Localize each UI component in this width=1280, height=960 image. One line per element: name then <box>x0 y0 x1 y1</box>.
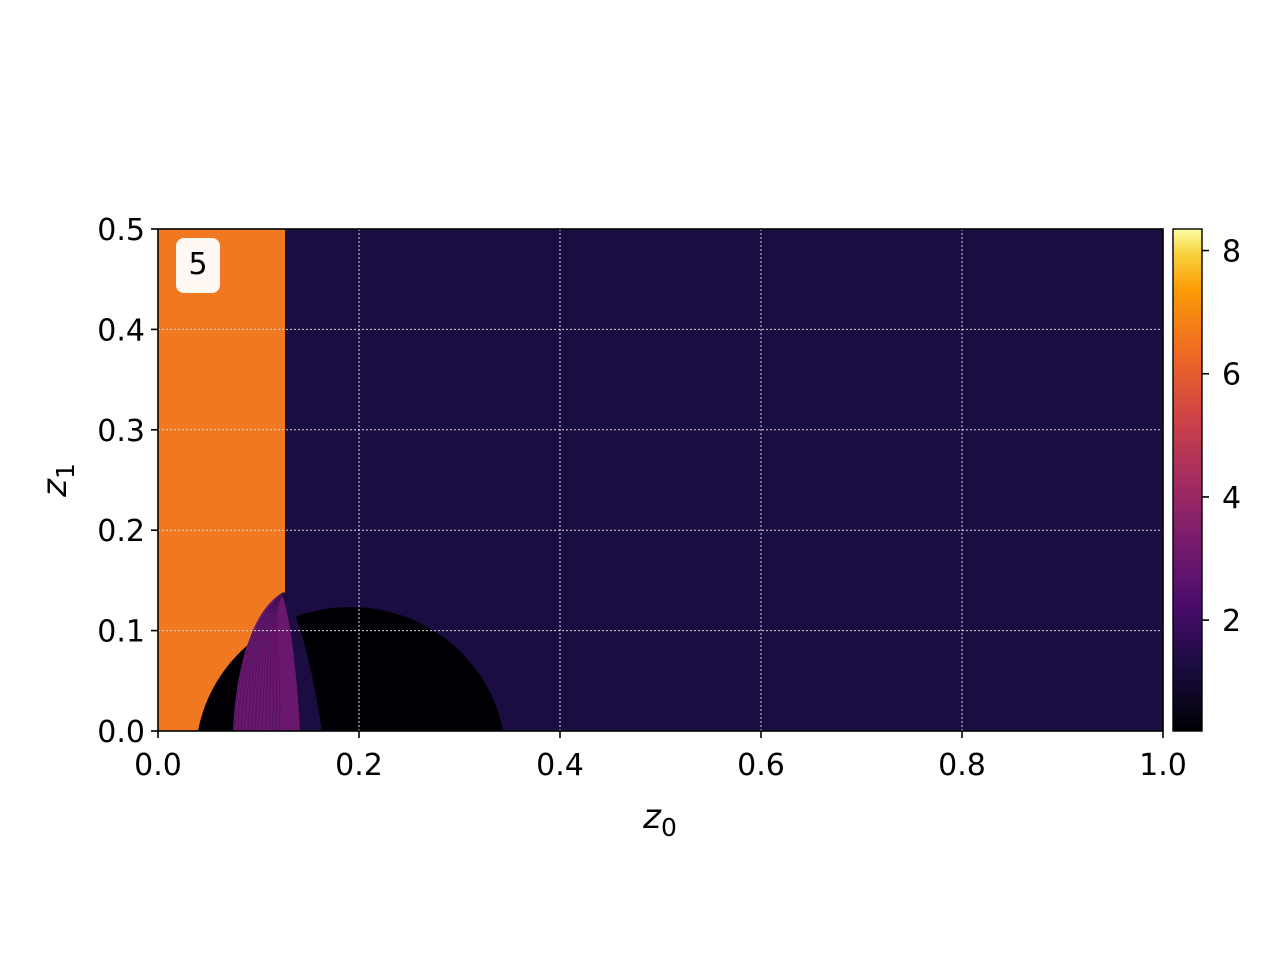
x-tick-label: 0.0 <box>134 748 182 783</box>
y-tick-label: 0.5 <box>97 213 145 248</box>
y-axis-label: z1 <box>35 463 80 498</box>
x-axis-label: z0 <box>642 797 677 842</box>
plot-area <box>158 229 1163 731</box>
x-tick-label: 0.8 <box>938 748 986 783</box>
region-purple-lens <box>233 594 300 731</box>
y-tick-label: 0.1 <box>97 615 145 650</box>
y-tick-label: 0.4 <box>97 313 145 348</box>
y-axis-label-sub: 1 <box>51 463 80 479</box>
colorbar-tick-label: 2 <box>1222 604 1241 639</box>
y-tick-label: 0.0 <box>97 715 145 750</box>
lens-contour <box>276 594 284 731</box>
colorbar-tick-label: 4 <box>1222 481 1241 516</box>
x-axis-label-main: z <box>642 797 662 837</box>
x-axis-label-sub: 0 <box>661 813 677 842</box>
y-axis-ticks: 0.0 0.1 0.2 0.3 0.4 0.5 <box>97 213 158 750</box>
x-tick-label: 1.0 <box>1139 748 1187 783</box>
colorbar <box>1172 228 1203 732</box>
y-tick-label: 0.3 <box>97 414 145 449</box>
y-tick-label: 0.2 <box>97 514 145 549</box>
x-tick-label: 0.6 <box>737 748 785 783</box>
x-axis-ticks: 0.0 0.2 0.4 0.6 0.8 1.0 <box>134 731 1187 783</box>
x-tick-label: 0.2 <box>335 748 383 783</box>
grid-lines <box>158 229 1163 731</box>
panel-label: 5 <box>188 247 207 282</box>
axes-frame <box>157 228 1164 732</box>
y-axis-label-main: z <box>35 478 75 498</box>
colorbar-tick-label: 6 <box>1222 358 1241 393</box>
lens-contour-lines <box>233 594 284 731</box>
colorbar-tick-label: 8 <box>1222 235 1241 270</box>
panel-label-box <box>176 238 220 293</box>
x-tick-label: 0.4 <box>536 748 584 783</box>
colorbar-ticks: 2 4 6 8 <box>1202 235 1241 639</box>
